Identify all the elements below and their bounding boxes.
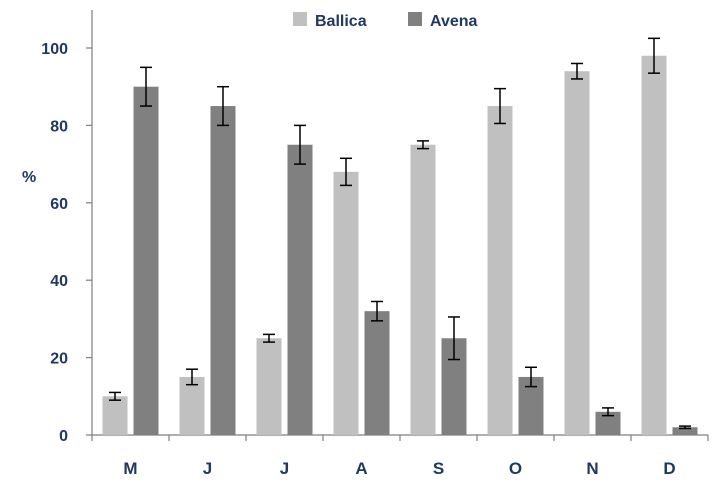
error-bar	[294, 124, 306, 165]
error-bar	[417, 140, 429, 150]
bar-avena	[672, 427, 698, 435]
bar-ballica	[410, 144, 436, 435]
x-tick-label: S	[433, 459, 444, 478]
x-tick-label: D	[663, 459, 675, 478]
error-bar	[186, 368, 198, 386]
legend: Ballica Avena	[293, 12, 478, 30]
bar-ballica	[487, 106, 513, 436]
error-bar	[109, 391, 121, 401]
bar-ballica	[641, 55, 667, 436]
bar-avena	[595, 411, 621, 435]
x-tick-label: O	[509, 459, 522, 478]
y-tick-label: 60	[50, 196, 68, 213]
error-bar	[648, 37, 660, 74]
y-axis: 0 20 40 60 80 100	[41, 10, 93, 445]
legend-swatch-avena	[408, 12, 422, 26]
bar-avena	[133, 86, 159, 435]
error-bar	[217, 85, 229, 127]
bar-ballica	[102, 396, 128, 435]
y-tick-label: 20	[50, 351, 68, 368]
error-bar	[140, 66, 152, 107]
y-tick-label: 40	[50, 273, 68, 290]
error-bar	[525, 366, 537, 388]
error-bar	[494, 87, 506, 125]
error-bar	[371, 300, 383, 322]
error-bar	[448, 316, 460, 361]
legend-swatch-ballica	[293, 12, 307, 26]
bar-avena	[364, 311, 390, 435]
bar-ballica	[179, 376, 205, 435]
y-axis-label: %	[22, 169, 36, 186]
bars	[102, 37, 698, 436]
x-tick-label: N	[586, 459, 598, 478]
bar-avena	[210, 106, 236, 436]
error-bar	[263, 333, 275, 343]
error-bar	[679, 425, 691, 430]
x-tick-label: M	[123, 459, 137, 478]
legend-label-avena: Avena	[430, 13, 478, 30]
y-tick-label: 80	[50, 118, 68, 135]
bar-avena	[287, 144, 313, 435]
y-tick-label: 100	[41, 41, 68, 58]
y-tick-label: 0	[59, 428, 68, 445]
error-bar	[571, 62, 583, 80]
bar-ballica	[564, 71, 590, 435]
x-tick-label: J	[203, 459, 212, 478]
bar-ballica	[256, 338, 282, 435]
legend-label-ballica: Ballica	[315, 13, 367, 30]
bar-ballica	[333, 171, 359, 435]
x-tick-label: J	[280, 459, 289, 478]
error-bar	[602, 407, 614, 417]
x-tick-label: A	[355, 459, 367, 478]
error-bar	[340, 157, 352, 187]
